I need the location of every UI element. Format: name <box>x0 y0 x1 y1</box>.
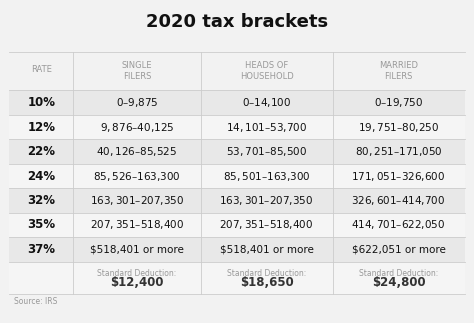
Bar <box>9 213 465 237</box>
Text: $518,401 or more: $518,401 or more <box>219 245 313 255</box>
Text: $0–$9,875: $0–$9,875 <box>116 96 158 109</box>
Bar <box>9 52 465 90</box>
Text: $622,051 or more: $622,051 or more <box>352 245 446 255</box>
Text: $40,126–$85,525: $40,126–$85,525 <box>96 145 177 158</box>
Text: Standard Deduction:: Standard Deduction: <box>359 269 438 278</box>
Text: 35%: 35% <box>27 218 55 232</box>
Bar <box>9 164 465 188</box>
Text: 12%: 12% <box>27 120 55 134</box>
Text: $326,601–$414,700: $326,601–$414,700 <box>351 194 446 207</box>
Text: $414,701–$622,050: $414,701–$622,050 <box>351 218 446 232</box>
Text: $163,301–$207,350: $163,301–$207,350 <box>219 194 314 207</box>
Text: HEADS OF
HOUSEHOLD: HEADS OF HOUSEHOLD <box>240 61 293 81</box>
Text: $12,400: $12,400 <box>110 276 164 289</box>
Text: $0–$14,100: $0–$14,100 <box>242 96 291 109</box>
Text: 24%: 24% <box>27 170 55 182</box>
Text: Standard Deduction:: Standard Deduction: <box>227 269 306 278</box>
Text: 22%: 22% <box>27 145 55 158</box>
Bar <box>9 237 465 262</box>
Text: $14,101–$53,700: $14,101–$53,700 <box>226 120 307 134</box>
Text: $18,650: $18,650 <box>240 276 293 289</box>
Text: $24,800: $24,800 <box>372 276 425 289</box>
Bar <box>9 262 465 294</box>
Text: $9,876–$40,125: $9,876–$40,125 <box>100 120 174 134</box>
Text: $19,751–$80,250: $19,751–$80,250 <box>358 120 439 134</box>
Text: $207,351–$518,400: $207,351–$518,400 <box>90 218 184 232</box>
Bar <box>9 188 465 213</box>
Text: 37%: 37% <box>27 243 55 256</box>
Text: $171,051–$326,600: $171,051–$326,600 <box>351 170 446 182</box>
Bar <box>9 90 465 115</box>
Text: $85,526–$163,300: $85,526–$163,300 <box>93 170 181 182</box>
Text: MARRIED
FILERS: MARRIED FILERS <box>379 61 418 81</box>
Bar <box>9 139 465 164</box>
Text: $85,501–$163,300: $85,501–$163,300 <box>223 170 310 182</box>
Bar <box>9 115 465 139</box>
Text: Source: IRS: Source: IRS <box>14 297 58 306</box>
Text: $518,401 or more: $518,401 or more <box>90 245 184 255</box>
Text: $207,351–$518,400: $207,351–$518,400 <box>219 218 314 232</box>
Text: $163,301–$207,350: $163,301–$207,350 <box>90 194 184 207</box>
Text: 32%: 32% <box>27 194 55 207</box>
Text: $80,251–$171,050: $80,251–$171,050 <box>355 145 442 158</box>
Text: $53,701–$85,500: $53,701–$85,500 <box>226 145 307 158</box>
Text: $0–$19,750: $0–$19,750 <box>374 96 423 109</box>
Text: Standard Deduction:: Standard Deduction: <box>97 269 176 278</box>
Text: RATE: RATE <box>31 65 52 74</box>
Text: SINGLE
FILERS: SINGLE FILERS <box>122 61 152 81</box>
Text: 10%: 10% <box>27 96 55 109</box>
Text: 2020 tax brackets: 2020 tax brackets <box>146 13 328 31</box>
